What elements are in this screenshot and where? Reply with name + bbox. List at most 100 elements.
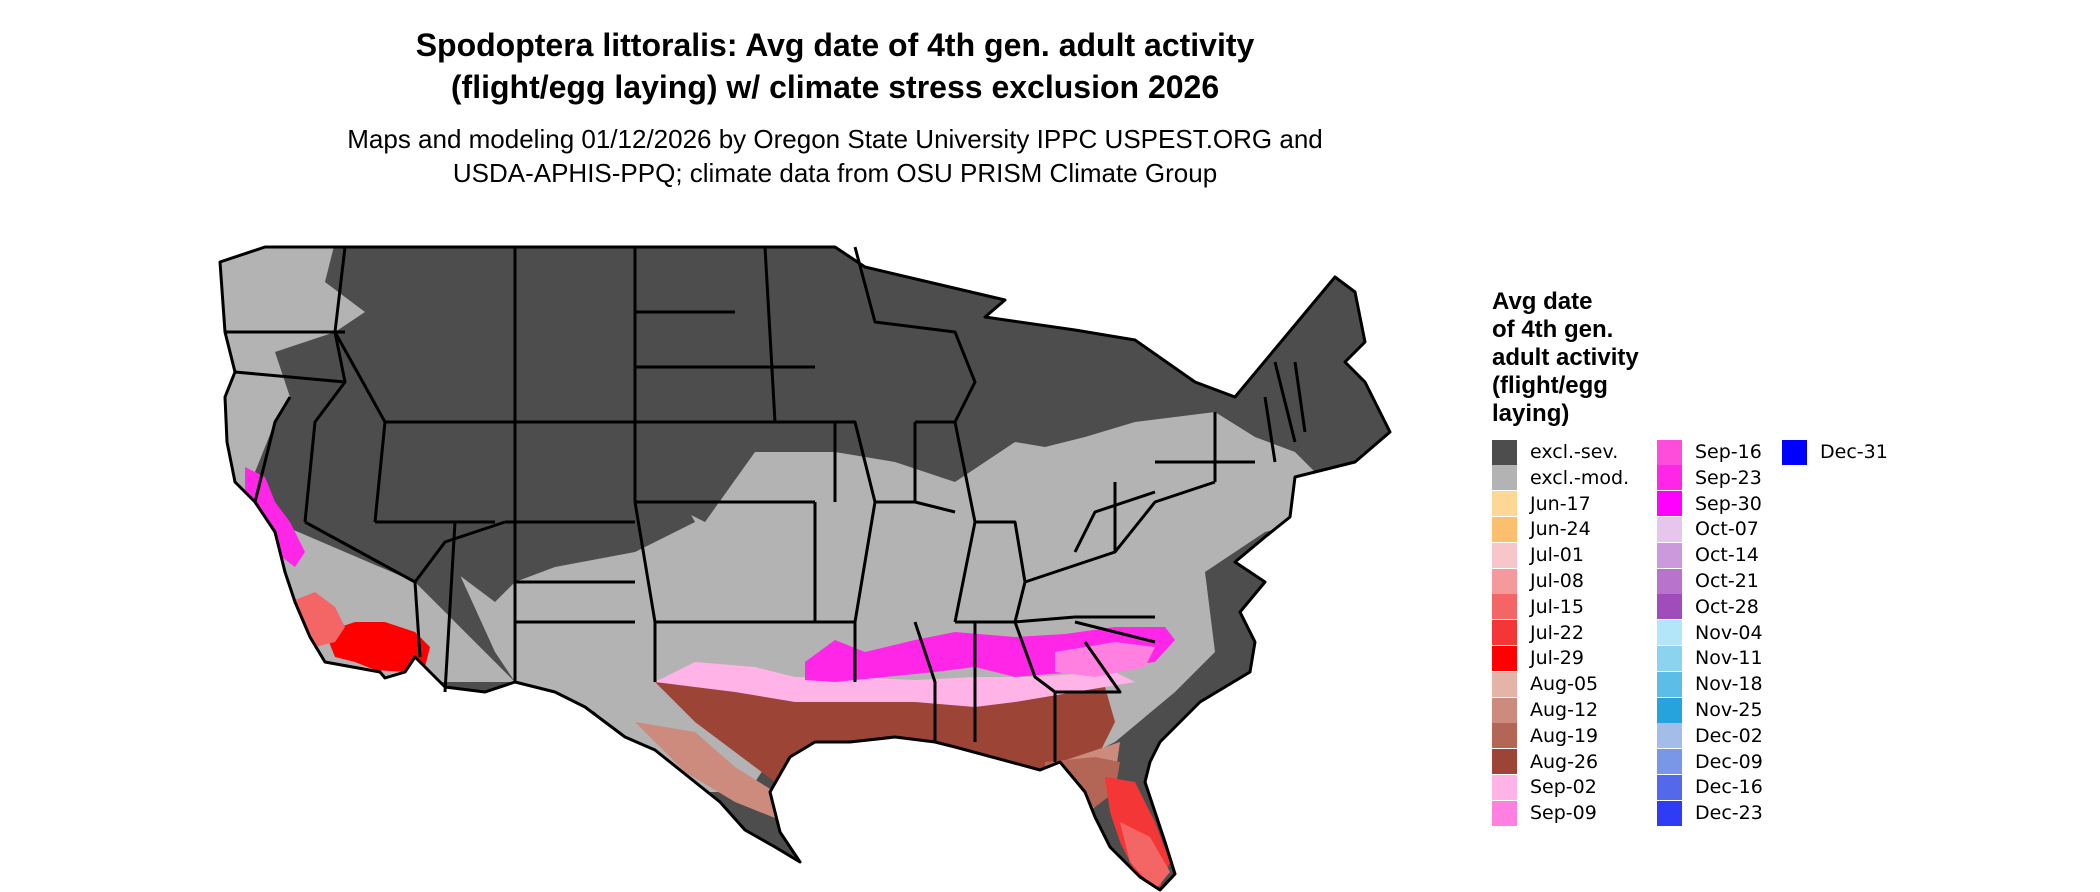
legend-item: Jul-08 (1492, 568, 1584, 594)
legend-label: Nov-11 (1695, 647, 1763, 670)
legend-label: Dec-16 (1695, 776, 1763, 799)
state-lines-west (225, 246, 637, 693)
legend-item: Oct-07 (1657, 516, 1759, 542)
legend-label: Aug-05 (1530, 673, 1599, 696)
legend-item: Dec-16 (1657, 774, 1763, 800)
legend-title-line: (flight/egg (1492, 372, 1608, 399)
legend-swatch (1782, 439, 1807, 465)
map-title-line-1: Spodoptera littoralis: Avg date of 4th g… (415, 27, 1255, 63)
legend-label: Oct-21 (1695, 570, 1759, 592)
legend-item: Sep-23 (1657, 465, 1762, 491)
map-title: Spodoptera littoralis: Avg date of 4th g… (220, 24, 1450, 108)
activity-zone-pink-east (1055, 642, 1155, 677)
legend-swatch (1492, 465, 1517, 491)
legend-item: Nov-11 (1657, 645, 1763, 671)
legend-item: Jul-01 (1492, 542, 1584, 568)
legend-item: Oct-14 (1657, 542, 1759, 568)
legend-item: Dec-23 (1657, 800, 1763, 826)
excluded-severe-region-southwest (435, 502, 695, 602)
legend-title-line: Avg date (1492, 288, 1593, 315)
legend-label: excl.-mod. (1530, 466, 1630, 489)
legend-swatch (1492, 800, 1517, 826)
legend-swatch (1492, 491, 1517, 517)
legend-label: Jun-17 (1530, 492, 1591, 515)
legend-swatch (1657, 465, 1682, 491)
legend-swatch (1492, 697, 1517, 723)
legend-label: Nov-04 (1695, 621, 1763, 644)
activity-zone-texas-coast-light (555, 772, 675, 842)
legend-item: Oct-28 (1657, 594, 1759, 620)
legend-item: Aug-19 (1492, 723, 1598, 749)
legend-label: Sep-09 (1530, 802, 1597, 825)
legend-label: Dec-09 (1695, 750, 1763, 773)
excluded-moderate-region-west (220, 247, 515, 682)
legend-item: Nov-04 (1657, 620, 1763, 646)
national-border (218, 245, 1392, 892)
legend-label: Jul-08 (1530, 570, 1584, 592)
legend-swatch (1657, 439, 1682, 465)
legend-swatch (1657, 542, 1682, 568)
state-boundaries (218, 245, 1392, 892)
legend-item: Aug-12 (1492, 697, 1598, 723)
legend-swatch (1492, 749, 1517, 775)
legend-label: Aug-26 (1530, 750, 1599, 773)
legend-swatch (1492, 516, 1517, 542)
legend-swatch (1657, 697, 1682, 723)
map-subtitle-line-1: Maps and modeling 01/12/2026 by Oregon S… (347, 124, 1323, 154)
legend-swatch (1657, 516, 1682, 542)
legend-swatch (1492, 439, 1517, 465)
legend-swatch (1657, 620, 1682, 646)
legend-swatch (1492, 774, 1517, 800)
legend-label: Dec-23 (1695, 802, 1763, 825)
legend-item: Nov-18 (1657, 671, 1763, 697)
legend-title-line: laying) (1492, 400, 1570, 427)
legend-item: Dec-31 (1782, 439, 1888, 465)
legend-item: Jul-29 (1492, 645, 1584, 671)
legend-swatch (1657, 723, 1682, 749)
legend-item: Dec-09 (1657, 749, 1763, 775)
map-title-line-2: (flight/egg laying) w/ climate stress ex… (450, 69, 1220, 105)
legend-item: Jul-15 (1492, 594, 1584, 620)
legend-item: Jun-17 (1492, 491, 1591, 517)
legend-label: Sep-23 (1695, 466, 1762, 489)
map-subtitle: Maps and modeling 01/12/2026 by Oregon S… (220, 122, 1450, 190)
legend-swatch (1492, 542, 1517, 568)
legend-label: Nov-18 (1695, 673, 1763, 696)
activity-zone-pink-band (655, 662, 1135, 707)
legend-swatch (1492, 645, 1517, 671)
legend-label: Dec-02 (1695, 724, 1763, 747)
legend-label: excl.-sev. (1530, 441, 1619, 463)
legend-swatch (1657, 491, 1682, 517)
legend-item: Dec-02 (1657, 723, 1763, 749)
legend-label: Jul-22 (1530, 621, 1584, 644)
state-lines-east (853, 246, 1307, 762)
legend-label: Jul-01 (1530, 544, 1584, 567)
legend-title-line: of 4th gen. (1492, 316, 1614, 343)
legend-label: Oct-07 (1695, 518, 1759, 541)
legend-label: Oct-28 (1695, 595, 1759, 618)
activity-zone-california-magenta (245, 467, 305, 567)
legend-item: Aug-05 (1492, 671, 1598, 697)
legend-title: Avg date of 4th gen. adult activity (fli… (1492, 288, 1712, 428)
legend-item: Jul-22 (1492, 620, 1584, 646)
legend-swatch (1657, 774, 1682, 800)
legend-item: Sep-09 (1492, 800, 1597, 826)
map-subtitle-line-2: USDA-APHIS-PPQ; climate data from OSU PR… (452, 158, 1218, 188)
legend-label: Dec-31 (1820, 441, 1888, 463)
legend-swatch (1657, 594, 1682, 620)
legend-swatch (1492, 671, 1517, 697)
legend-label: Sep-02 (1530, 776, 1597, 799)
legend-swatch (1492, 723, 1517, 749)
legend-swatch (1492, 594, 1517, 620)
legend-swatch (1657, 645, 1682, 671)
legend-item: Sep-16 (1657, 439, 1762, 465)
legend-item: Sep-02 (1492, 774, 1597, 800)
legend-title-line: adult activity (1492, 344, 1639, 371)
legend-swatch (1492, 620, 1517, 646)
legend-item: Sep-30 (1657, 491, 1762, 517)
legend-item: excl.-sev. (1492, 439, 1618, 465)
legend-swatch (1657, 671, 1682, 697)
activity-zone-arizona-red (325, 622, 430, 672)
legend-item: Aug-26 (1492, 749, 1598, 775)
state-lines-central (505, 246, 956, 682)
